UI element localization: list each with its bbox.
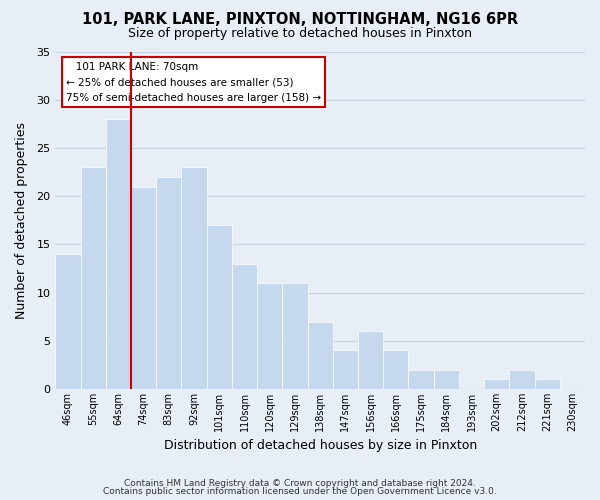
Bar xyxy=(206,225,232,389)
Bar xyxy=(484,380,509,389)
Bar xyxy=(156,177,181,389)
Bar xyxy=(308,322,333,389)
Bar xyxy=(106,119,131,389)
Bar xyxy=(358,331,383,389)
Bar xyxy=(232,264,257,389)
Text: 101 PARK LANE: 70sqm
← 25% of detached houses are smaller (53)
75% of semi-detac: 101 PARK LANE: 70sqm ← 25% of detached h… xyxy=(66,62,321,103)
Text: Contains HM Land Registry data © Crown copyright and database right 2024.: Contains HM Land Registry data © Crown c… xyxy=(124,478,476,488)
Bar xyxy=(283,283,308,389)
Bar xyxy=(131,186,156,389)
Bar xyxy=(409,370,434,389)
Bar xyxy=(383,350,409,389)
Bar xyxy=(333,350,358,389)
Bar xyxy=(535,380,560,389)
Text: Contains public sector information licensed under the Open Government Licence v3: Contains public sector information licen… xyxy=(103,487,497,496)
Y-axis label: Number of detached properties: Number of detached properties xyxy=(15,122,28,319)
X-axis label: Distribution of detached houses by size in Pinxton: Distribution of detached houses by size … xyxy=(164,440,477,452)
Text: 101, PARK LANE, PINXTON, NOTTINGHAM, NG16 6PR: 101, PARK LANE, PINXTON, NOTTINGHAM, NG1… xyxy=(82,12,518,28)
Text: Size of property relative to detached houses in Pinxton: Size of property relative to detached ho… xyxy=(128,28,472,40)
Bar xyxy=(257,283,283,389)
Bar xyxy=(80,167,106,389)
Bar xyxy=(55,254,80,389)
Bar xyxy=(509,370,535,389)
Bar xyxy=(181,167,206,389)
Bar xyxy=(434,370,459,389)
